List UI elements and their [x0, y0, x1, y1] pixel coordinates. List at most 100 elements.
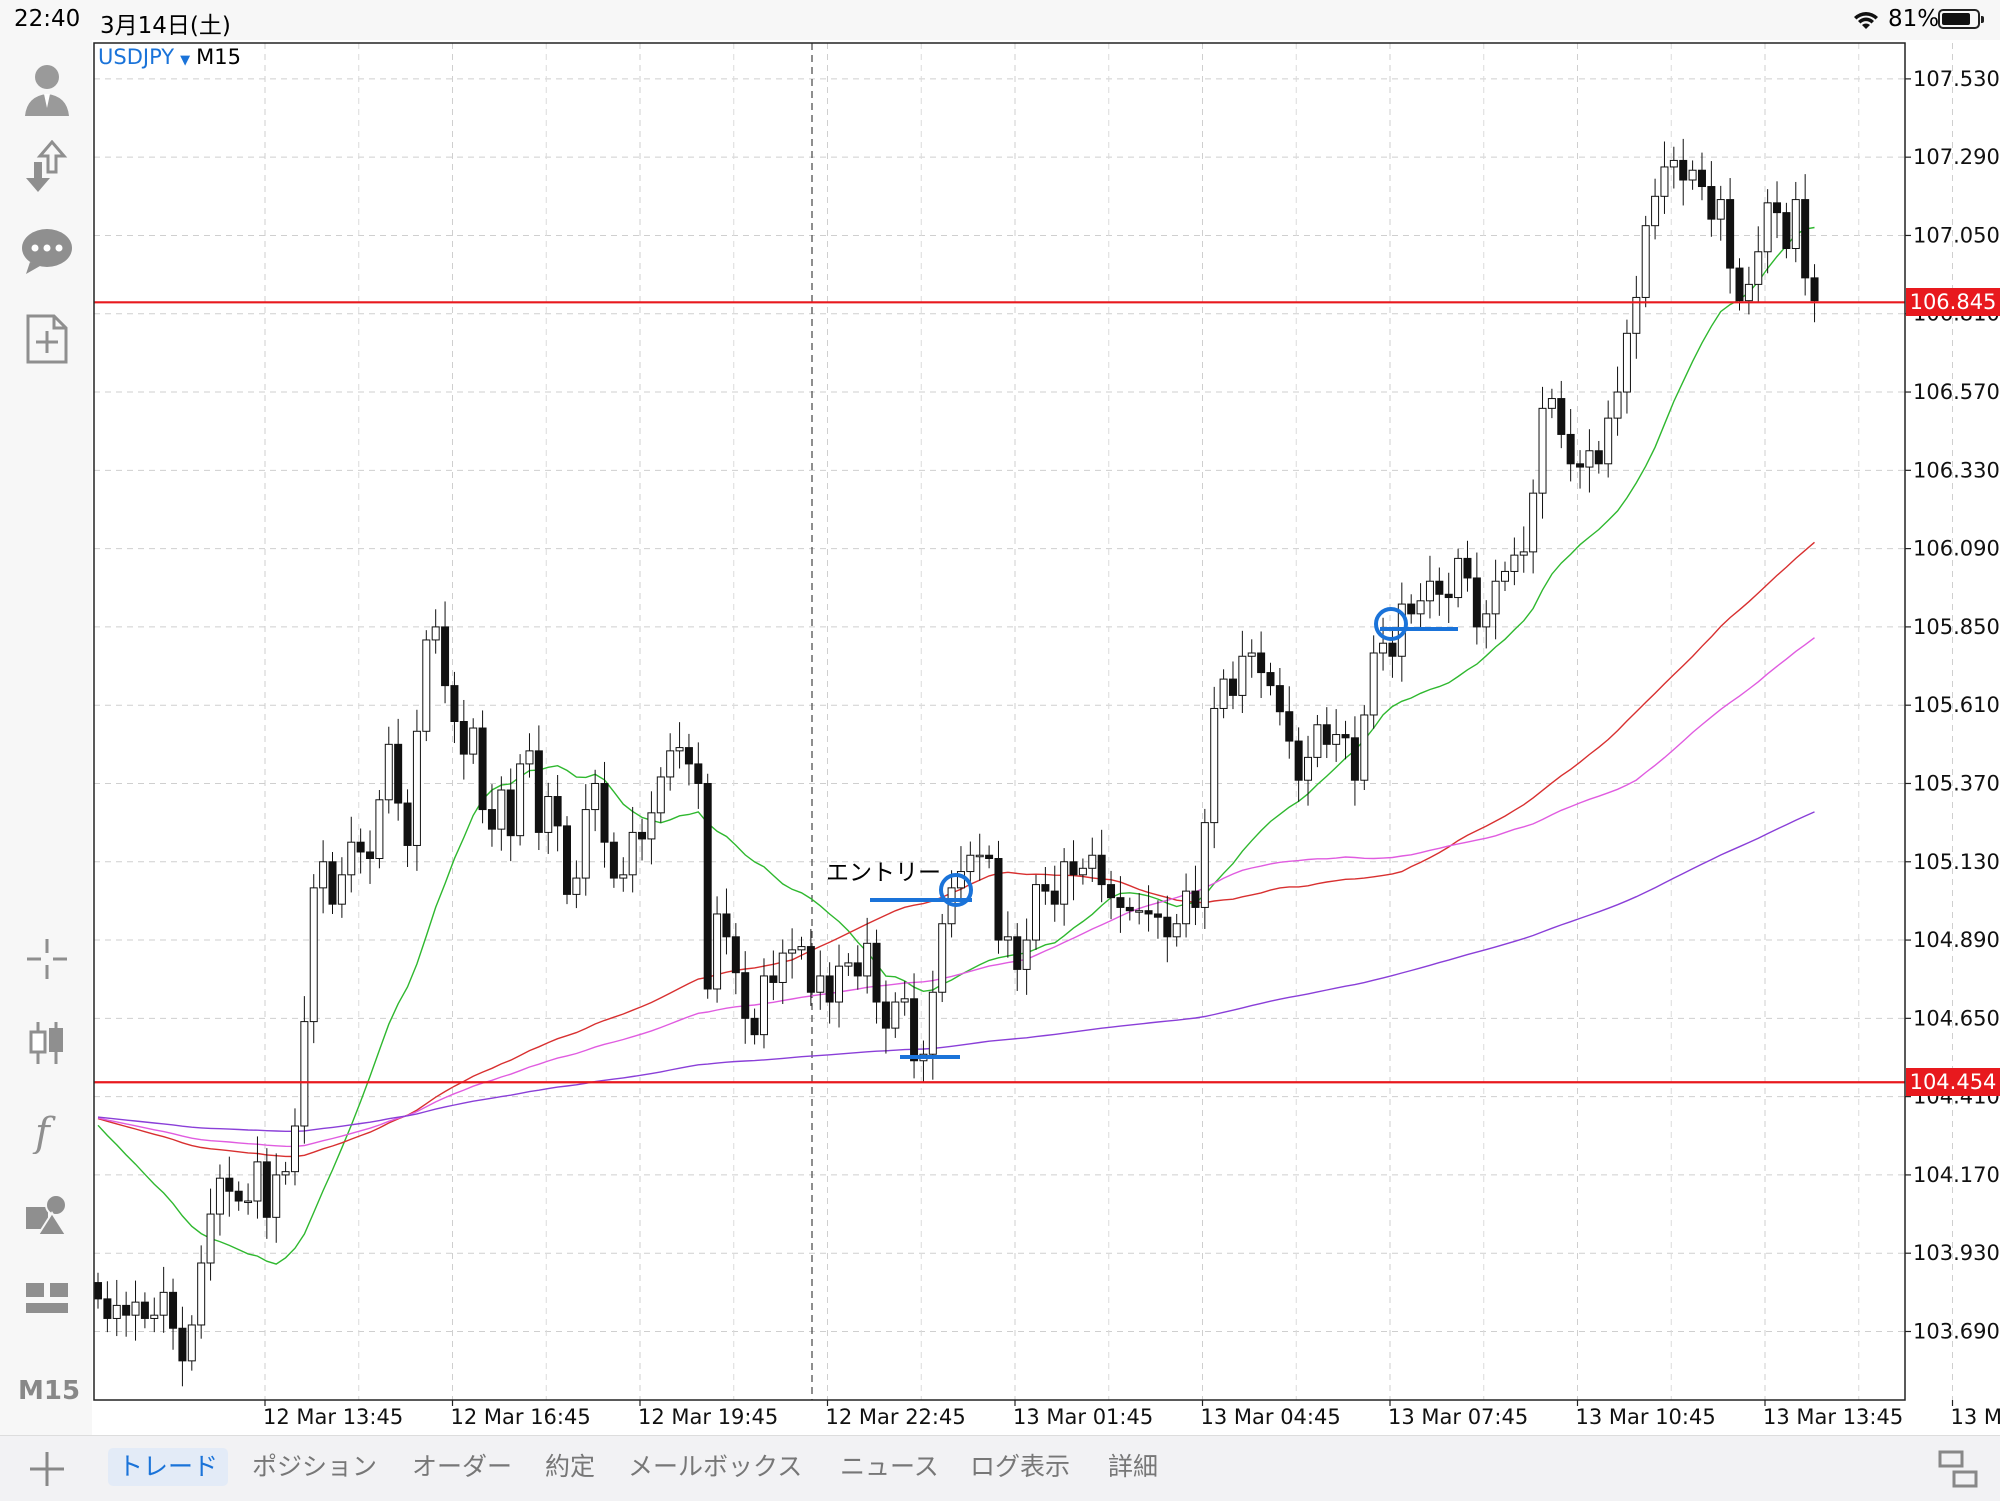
chat-icon[interactable] [16, 220, 78, 282]
symbol-name[interactable]: USDJPY [98, 45, 174, 69]
candle [676, 722, 683, 768]
objects-icon[interactable] [16, 1184, 78, 1246]
candle-body [1033, 885, 1040, 940]
candle-body [1239, 656, 1246, 695]
candle-body [864, 943, 871, 976]
candle [1370, 635, 1377, 728]
candle-body [1154, 914, 1161, 917]
candle [395, 719, 402, 821]
candle [517, 754, 524, 845]
candle-body [620, 875, 627, 878]
candle [432, 609, 439, 653]
tab-positions[interactable]: ポジション [242, 1448, 387, 1486]
candle [226, 1157, 233, 1217]
time-tick-label: 12 Mar 13:45 [263, 1405, 403, 1429]
time-tick-label: 12 Mar 22:45 [826, 1405, 966, 1429]
candle-body [132, 1302, 139, 1315]
candle [1755, 226, 1762, 302]
candle-body [1717, 200, 1724, 220]
candle-body [1314, 725, 1321, 758]
candle-body [1023, 940, 1030, 969]
candle [1258, 631, 1265, 698]
candle [939, 914, 946, 1002]
candle-body [160, 1292, 167, 1315]
candle-body [1417, 601, 1424, 614]
candle [329, 852, 336, 914]
tab-journal[interactable]: ログ表示 [960, 1448, 1080, 1486]
candle-body [1689, 170, 1696, 180]
time-tick-label: 12 Mar 19:45 [638, 1405, 778, 1429]
indicators-icon[interactable]: f [16, 1100, 78, 1162]
tab-history[interactable]: 約定 [535, 1448, 605, 1486]
tab-trade[interactable]: トレード [108, 1448, 228, 1486]
candle-body [751, 1018, 758, 1034]
candle-body [470, 728, 477, 754]
candle-body [1276, 686, 1283, 712]
candle [554, 775, 561, 851]
candle [1642, 216, 1649, 307]
moving-average-line [98, 812, 1815, 1131]
candle-body [1079, 868, 1086, 875]
candle-body [1483, 614, 1490, 627]
candle-body [1183, 891, 1190, 924]
candle-body [1014, 937, 1021, 970]
candle-body [1539, 408, 1546, 493]
candle-body [1305, 757, 1312, 780]
candle [1173, 914, 1180, 947]
candle [995, 841, 1002, 954]
timeframe-button[interactable]: M15 [18, 1376, 80, 1406]
candlesticks [95, 139, 1819, 1386]
tab-details[interactable]: 詳細 [1098, 1448, 1168, 1486]
candle-body [1642, 226, 1649, 298]
crosshair-icon[interactable] [16, 928, 78, 990]
candle-body [1595, 451, 1602, 464]
candle [404, 789, 411, 867]
candle-body [1520, 552, 1527, 555]
candle-body [1530, 493, 1537, 552]
tab-orders[interactable]: オーダー [402, 1448, 522, 1486]
candle-body [1764, 203, 1771, 252]
symbol-label[interactable]: USDJPY▼M15 [98, 45, 241, 69]
candle-body [1126, 907, 1133, 910]
tab-mailbox[interactable]: メールボックス [618, 1448, 812, 1486]
candle-body [1792, 200, 1799, 249]
candle-body [1755, 252, 1762, 285]
candle-body [582, 810, 589, 879]
candle-body [460, 722, 467, 755]
candle [1548, 389, 1555, 418]
candle [385, 727, 392, 814]
symbol-dropdown-icon[interactable]: ▼ [180, 53, 190, 68]
candle-body [1333, 735, 1340, 745]
candle-body [639, 832, 646, 839]
add-icon[interactable] [28, 1450, 66, 1492]
account-icon[interactable] [16, 58, 78, 120]
candle [704, 774, 711, 999]
chart-type-icon[interactable] [16, 1012, 78, 1074]
candle-body [263, 1162, 270, 1217]
price-tick-label: 105.610 [1913, 693, 2000, 717]
candle [1708, 161, 1715, 237]
candle-body [817, 976, 824, 992]
split-view-icon[interactable] [1938, 1450, 1978, 1492]
candle [198, 1245, 205, 1338]
new-order-icon[interactable] [16, 308, 78, 370]
candle [1520, 526, 1527, 572]
candle-body [770, 976, 777, 983]
candle-body [1089, 855, 1096, 868]
candle-body [676, 748, 683, 751]
candle [170, 1279, 177, 1350]
candle-body [564, 826, 571, 895]
price-tick-label: 107.290 [1913, 145, 2000, 169]
moving-averages [98, 228, 1815, 1265]
candle [376, 790, 383, 868]
price-chart[interactable]: 107.530107.290107.050106.810106.570106.3… [92, 40, 2000, 1435]
price-tick-label: 107.050 [1913, 223, 2000, 247]
one-click-trading-icon[interactable] [16, 1268, 78, 1330]
candle-body [1445, 594, 1452, 597]
candle-body [170, 1292, 177, 1328]
candle-body [1051, 891, 1058, 904]
candle-body [601, 783, 608, 842]
tab-news[interactable]: ニュース [830, 1448, 949, 1486]
candle-body [329, 862, 336, 904]
trade-arrows-icon[interactable] [16, 136, 78, 198]
